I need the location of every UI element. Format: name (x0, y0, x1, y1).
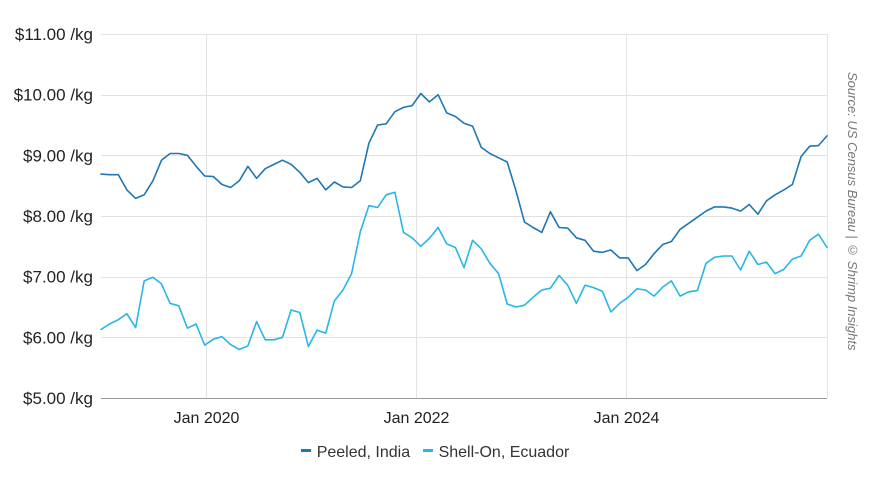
y-tick-label: $5.00 /kg (23, 389, 93, 408)
legend-swatch-peeled-india (300, 449, 311, 453)
grid-lines (101, 34, 828, 399)
x-tick-label: Jan 2022 (384, 410, 450, 427)
legend-label-shell-on-ecuador: Shell-On, Ecuador (438, 444, 570, 461)
y-tick-label: $9.00 /kg (23, 146, 93, 165)
y-tick-label: $6.00 /kg (23, 328, 93, 347)
legend-label-peeled-india: Peeled, India (316, 444, 411, 461)
series-line-peeled-india[interactable] (100, 92, 828, 272)
y-axis-tick-labels: $5.00 /kg $6.00 /kg $7.00 /kg $8.00 /kg $9.0… (14, 25, 93, 408)
legend: Peeled, India Shell-On, Ecuador (0, 444, 870, 462)
y-tick-label: $7.00 /kg (23, 268, 93, 287)
x-axis-tick-labels: Jan 2020 Jan 2022 Jan 2024 (174, 410, 660, 427)
y-tick-label: $11.00 /kg (15, 25, 93, 44)
y-tick-label: $10.00 /kg (14, 86, 93, 105)
legend-item-shell-on-ecuador[interactable]: Shell-On, Ecuador (422, 444, 570, 462)
y-tick-label: $8.00 /kg (23, 207, 93, 226)
legend-item-peeled-india[interactable]: Peeled, India (300, 444, 411, 462)
x-tick-label: Jan 2020 (174, 410, 240, 427)
source-note: Source: US Census Bureau | © Shrimp Insi… (845, 72, 860, 351)
series-line-shell-on-ecuador[interactable] (100, 191, 828, 351)
line-chart: $5.00 /kg $6.00 /kg $7.00 /kg $8.00 /kg $9.0… (14, 25, 828, 427)
legend-swatch-shell-on-ecuador (422, 449, 433, 453)
x-tick-label: Jan 2024 (594, 410, 660, 427)
series-lines (100, 92, 828, 351)
